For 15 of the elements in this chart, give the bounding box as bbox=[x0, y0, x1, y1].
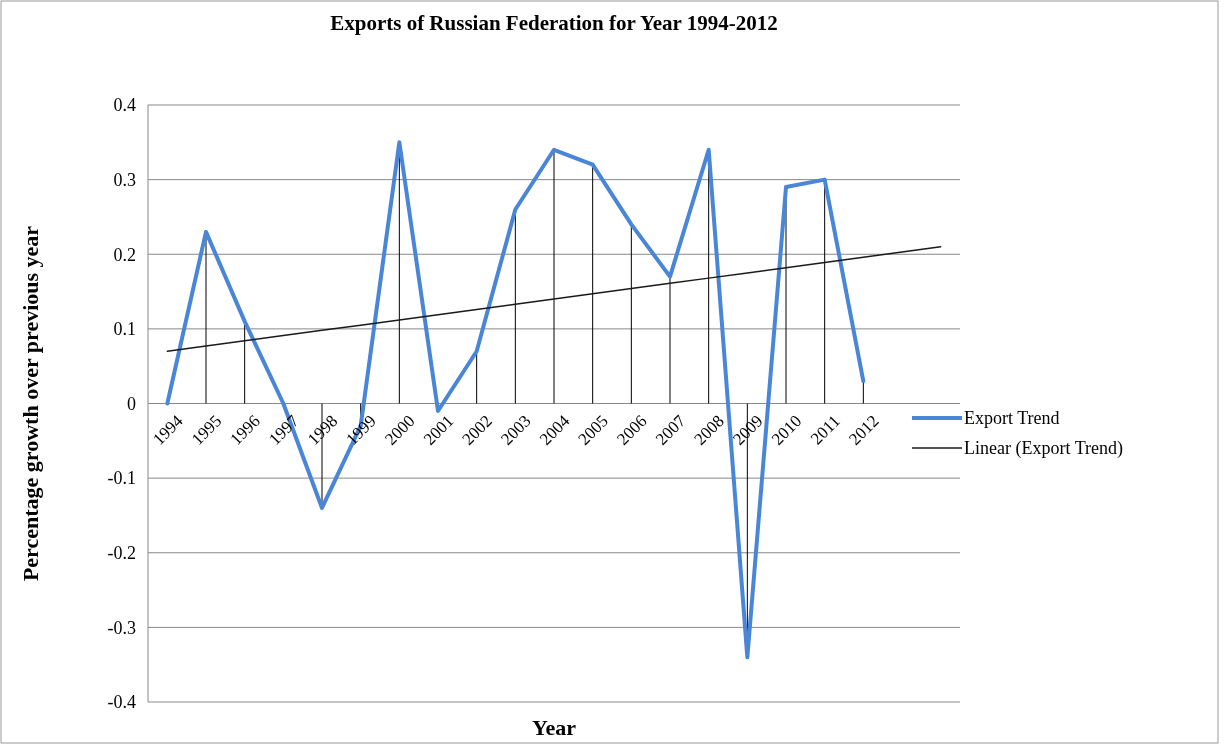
y-tick-label: -0.1 bbox=[107, 468, 136, 489]
y-tick-label: -0.3 bbox=[107, 617, 136, 638]
y-tick-label: -0.4 bbox=[107, 692, 136, 713]
x-axis-title: Year bbox=[532, 715, 577, 740]
y-axis-title: Percentage growth over previous year bbox=[18, 225, 43, 582]
y-tick-label: 0.2 bbox=[113, 244, 136, 265]
legend-label: Linear (Export Trend) bbox=[964, 438, 1123, 460]
chart-title: Exports of Russian Federation for Year 1994-2012 bbox=[330, 11, 778, 35]
y-tick-label: 0.1 bbox=[113, 319, 136, 340]
legend-label: Export Trend bbox=[964, 408, 1060, 429]
y-tick-label: 0 bbox=[127, 393, 136, 414]
y-tick-label: -0.2 bbox=[107, 543, 136, 564]
y-tick-label: 0.4 bbox=[113, 95, 136, 116]
y-tick-label: 0.3 bbox=[113, 169, 136, 190]
line-series bbox=[166, 246, 942, 353]
